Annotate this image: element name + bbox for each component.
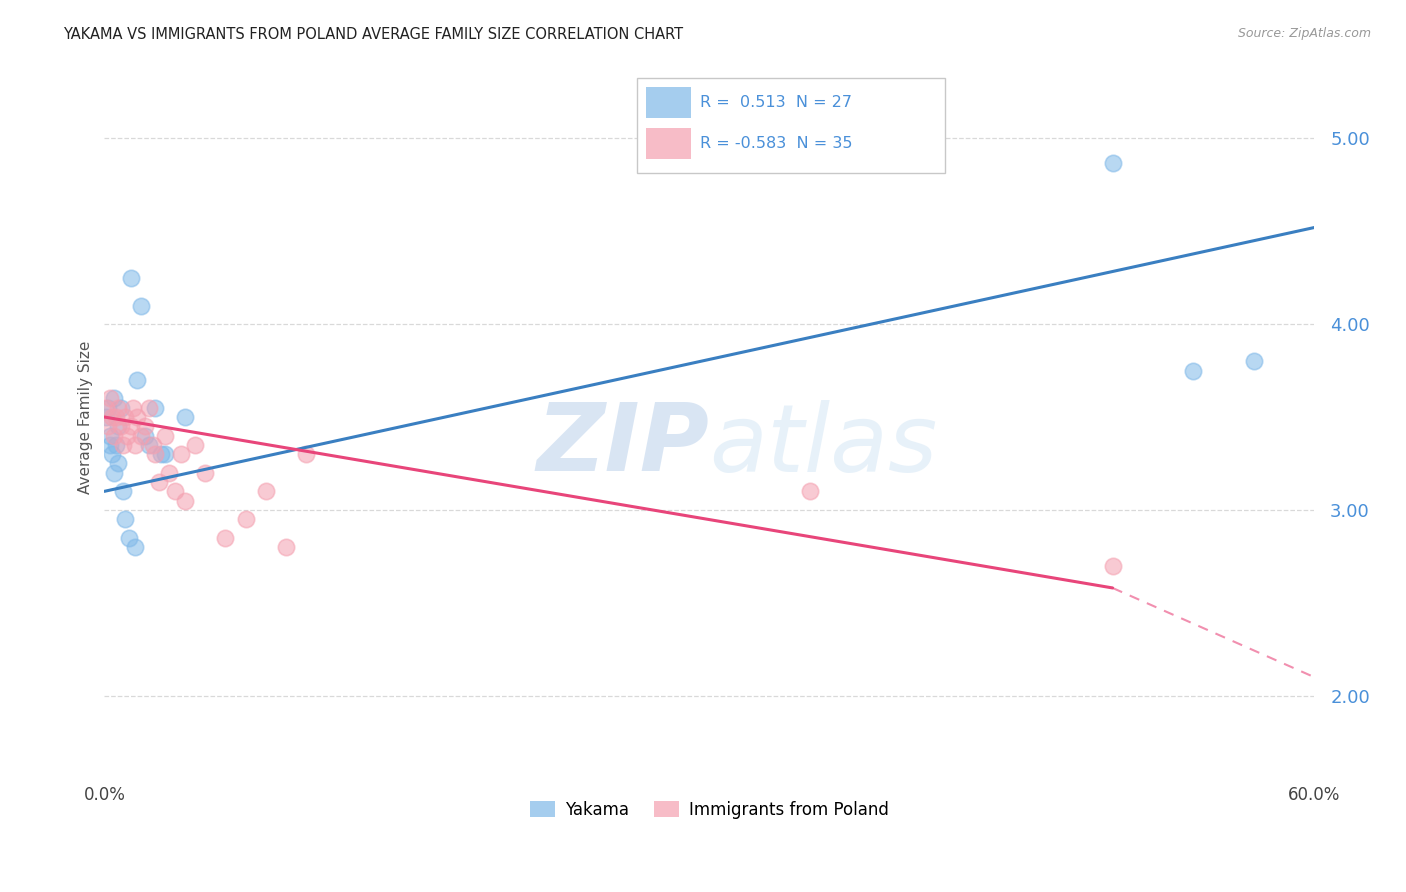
Point — [96, 401, 118, 415]
Point — [111, 484, 134, 499]
Point — [107, 419, 129, 434]
Text: R =  0.513  N = 27: R = 0.513 N = 27 — [700, 95, 852, 111]
Point — [138, 438, 160, 452]
Point — [129, 428, 152, 442]
Point — [100, 428, 122, 442]
Point — [105, 438, 128, 452]
Point — [114, 512, 136, 526]
Point — [1182, 363, 1205, 377]
Point — [100, 438, 122, 452]
Point — [214, 531, 236, 545]
Point — [148, 475, 170, 489]
Point — [174, 410, 197, 425]
Point — [274, 540, 297, 554]
Legend: Yakama, Immigrants from Poland: Yakama, Immigrants from Poland — [523, 794, 896, 825]
Point — [1101, 558, 1123, 573]
Point — [143, 401, 166, 415]
Point — [125, 410, 148, 425]
Point — [96, 410, 118, 425]
Point — [121, 401, 143, 415]
Point — [97, 401, 120, 415]
Point — [105, 410, 128, 425]
Point — [107, 401, 129, 415]
Point — [117, 531, 139, 545]
Point — [103, 392, 125, 406]
Text: R = -0.583  N = 35: R = -0.583 N = 35 — [700, 136, 852, 152]
Point — [120, 419, 142, 434]
Point — [170, 447, 193, 461]
Point — [125, 373, 148, 387]
Point — [143, 447, 166, 461]
Point — [153, 428, 176, 442]
Point — [254, 484, 277, 499]
Point — [115, 428, 138, 442]
FancyBboxPatch shape — [647, 87, 692, 119]
Text: Source: ZipAtlas.com: Source: ZipAtlas.com — [1237, 27, 1371, 40]
Text: atlas: atlas — [709, 400, 938, 491]
Point — [103, 466, 125, 480]
Point — [124, 438, 146, 452]
Point — [153, 447, 176, 461]
Point — [1243, 354, 1265, 368]
Point — [124, 540, 146, 554]
Point — [103, 428, 125, 442]
Point — [163, 484, 186, 499]
Text: ZIP: ZIP — [537, 400, 709, 491]
Point — [138, 401, 160, 415]
Point — [107, 457, 129, 471]
Point — [114, 410, 136, 425]
Point — [184, 438, 207, 452]
Text: YAKAMA VS IMMIGRANTS FROM POLAND AVERAGE FAMILY SIZE CORRELATION CHART: YAKAMA VS IMMIGRANTS FROM POLAND AVERAGE… — [63, 27, 683, 42]
Point — [134, 428, 156, 442]
Point — [799, 484, 821, 499]
FancyBboxPatch shape — [647, 128, 692, 160]
FancyBboxPatch shape — [637, 78, 945, 173]
Point — [235, 512, 257, 526]
Point — [101, 447, 124, 461]
Point — [100, 392, 122, 406]
Point — [142, 438, 165, 452]
Point — [157, 466, 180, 480]
Point — [120, 270, 142, 285]
Point — [97, 419, 120, 434]
Point — [110, 401, 132, 415]
Point — [149, 447, 172, 461]
Point — [129, 299, 152, 313]
Point — [194, 466, 217, 480]
Point — [111, 438, 134, 452]
Y-axis label: Average Family Size: Average Family Size — [79, 341, 93, 493]
Point — [174, 493, 197, 508]
Point — [110, 419, 132, 434]
Point — [1101, 155, 1123, 169]
Point — [134, 419, 156, 434]
Point — [295, 447, 318, 461]
Point — [101, 410, 124, 425]
